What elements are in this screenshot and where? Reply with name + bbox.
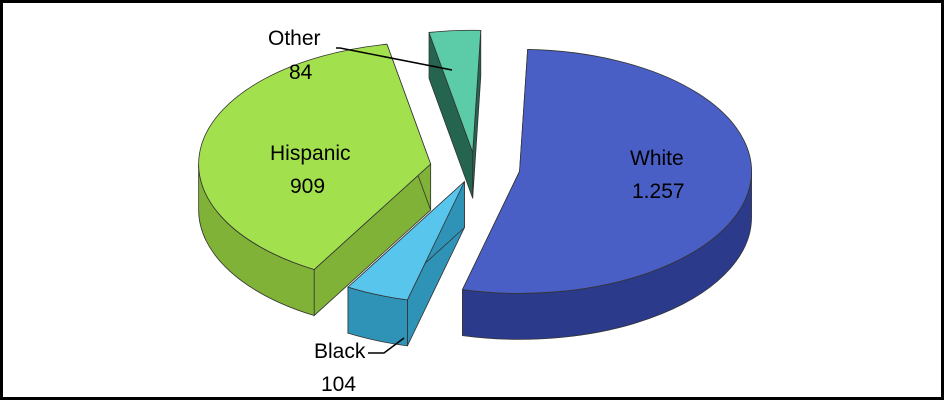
pie-slice-other-top bbox=[428, 29, 482, 153]
pie-slice-black-top bbox=[347, 181, 465, 301]
pie-slice-white-top bbox=[461, 49, 752, 294]
pie-slice-hispanic-top bbox=[198, 43, 432, 270]
pie-slice-hispanic bbox=[198, 43, 432, 317]
label-hispanic-name: Hispanic bbox=[270, 142, 351, 165]
slices-layer bbox=[198, 29, 752, 347]
label-black-value: 104 bbox=[321, 373, 356, 396]
pie-slice-white bbox=[461, 49, 752, 340]
black-leader-line bbox=[368, 337, 405, 354]
label-black-name: Black bbox=[314, 340, 366, 363]
label-other-value: 84 bbox=[289, 61, 313, 84]
label-hispanic-value: 909 bbox=[290, 175, 325, 198]
label-other-name: Other bbox=[268, 27, 321, 50]
other-leader-line bbox=[339, 47, 453, 71]
label-white-name: White bbox=[630, 147, 684, 170]
pie-slice-other bbox=[428, 29, 482, 199]
pie-slice-black bbox=[347, 180, 465, 347]
label-white-value: 1.257 bbox=[632, 180, 685, 203]
